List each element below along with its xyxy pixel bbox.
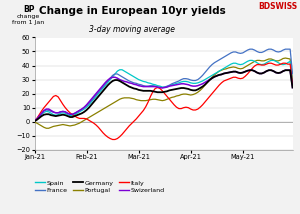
Text: BDSWISS: BDSWISS [258,2,297,11]
Text: from 1 Jan: from 1 Jan [12,20,45,25]
Text: change: change [17,14,40,19]
Text: 3-day moving average: 3-day moving average [89,25,175,34]
Legend: Spain, France, Germany, Portugal, Italy, Swizerland: Spain, France, Germany, Portugal, Italy,… [32,178,167,195]
Text: BP: BP [23,5,34,14]
Text: Change in European 10yr yields: Change in European 10yr yields [39,6,225,16]
